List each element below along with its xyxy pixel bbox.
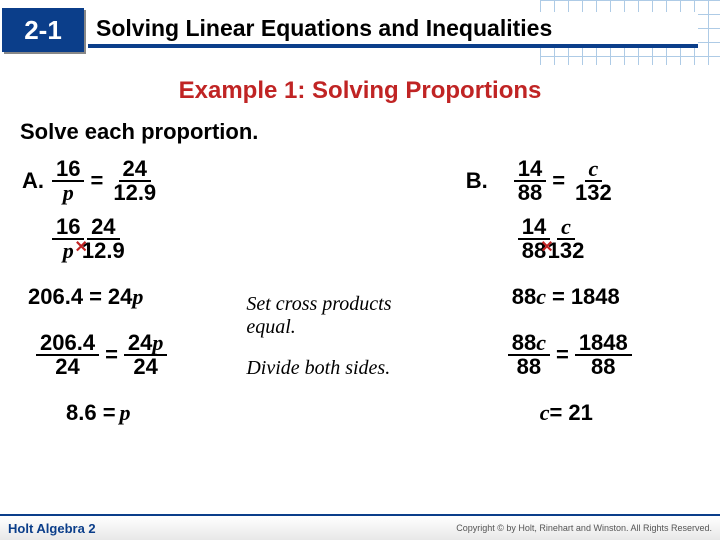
problem-a-label: A. bbox=[22, 168, 52, 194]
problem-b-line3: 88c = 1848 bbox=[466, 271, 710, 323]
section-number: 2-1 bbox=[24, 15, 62, 46]
fraction: 24 12.9 bbox=[109, 158, 160, 204]
explanation-cross-products: Set cross products equal. bbox=[246, 293, 465, 339]
problem-b-column: B. 14 88 = c 132 14 88 ✕ c 132 88 bbox=[466, 155, 710, 445]
problem-b-cross: 14 88 ✕ c 132 bbox=[466, 213, 710, 265]
problem-a-line3: 206.4 = 24p bbox=[22, 271, 246, 323]
problem-a-setup: A. 16 p = 24 12.9 bbox=[22, 155, 246, 207]
header: 2-1 Solving Linear Equations and Inequal… bbox=[0, 0, 720, 65]
fraction: 24p 24 bbox=[124, 332, 167, 378]
page-title: Solving Linear Equations and Inequalitie… bbox=[96, 15, 552, 42]
instruction-text: Solve each proportion. bbox=[20, 119, 720, 145]
problem-a-answer: 8.6 = p bbox=[22, 387, 246, 439]
fraction: 206.4 24 bbox=[36, 332, 99, 378]
footer-book-title: Holt Algebra 2 bbox=[8, 521, 96, 536]
footer: Holt Algebra 2 Copyright © by Holt, Rine… bbox=[0, 514, 720, 540]
problem-b-line4: 88c 88 = 1848 88 bbox=[466, 329, 710, 381]
problem-a-cross: 16 p ✕ 24 12.9 bbox=[22, 213, 246, 265]
fraction: 88c 88 bbox=[508, 332, 550, 378]
fraction: 1848 88 bbox=[575, 332, 632, 378]
fraction: 16 p bbox=[52, 158, 84, 204]
problem-b-label: B. bbox=[466, 168, 496, 194]
equals-sign: = bbox=[90, 168, 103, 194]
explanation-divide: Divide both sides. bbox=[246, 357, 465, 380]
footer-copyright: Copyright © by Holt, Rinehart and Winsto… bbox=[456, 523, 712, 533]
fraction: c 132 bbox=[571, 158, 616, 204]
section-badge: 2-1 bbox=[2, 8, 84, 52]
example-title: Example 1: Solving Proportions bbox=[0, 77, 720, 105]
problem-a-line4: 206.4 24 = 24p 24 bbox=[22, 329, 246, 381]
title-bar: Solving Linear Equations and Inequalitie… bbox=[88, 12, 698, 48]
problem-a-column: A. 16 p = 24 12.9 16 p ✕ 24 12.9 206.4 bbox=[22, 155, 246, 445]
fraction: 14 88 bbox=[514, 158, 546, 204]
work-area: A. 16 p = 24 12.9 16 p ✕ 24 12.9 206.4 bbox=[0, 155, 720, 445]
cross-icon: ✕ bbox=[540, 237, 553, 257]
cross-icon: ✕ bbox=[74, 237, 87, 257]
explanation-column: Set cross products equal. Divide both si… bbox=[246, 155, 465, 445]
problem-b-setup: B. 14 88 = c 132 bbox=[466, 155, 710, 207]
problem-b-answer: c = 21 bbox=[466, 387, 710, 439]
